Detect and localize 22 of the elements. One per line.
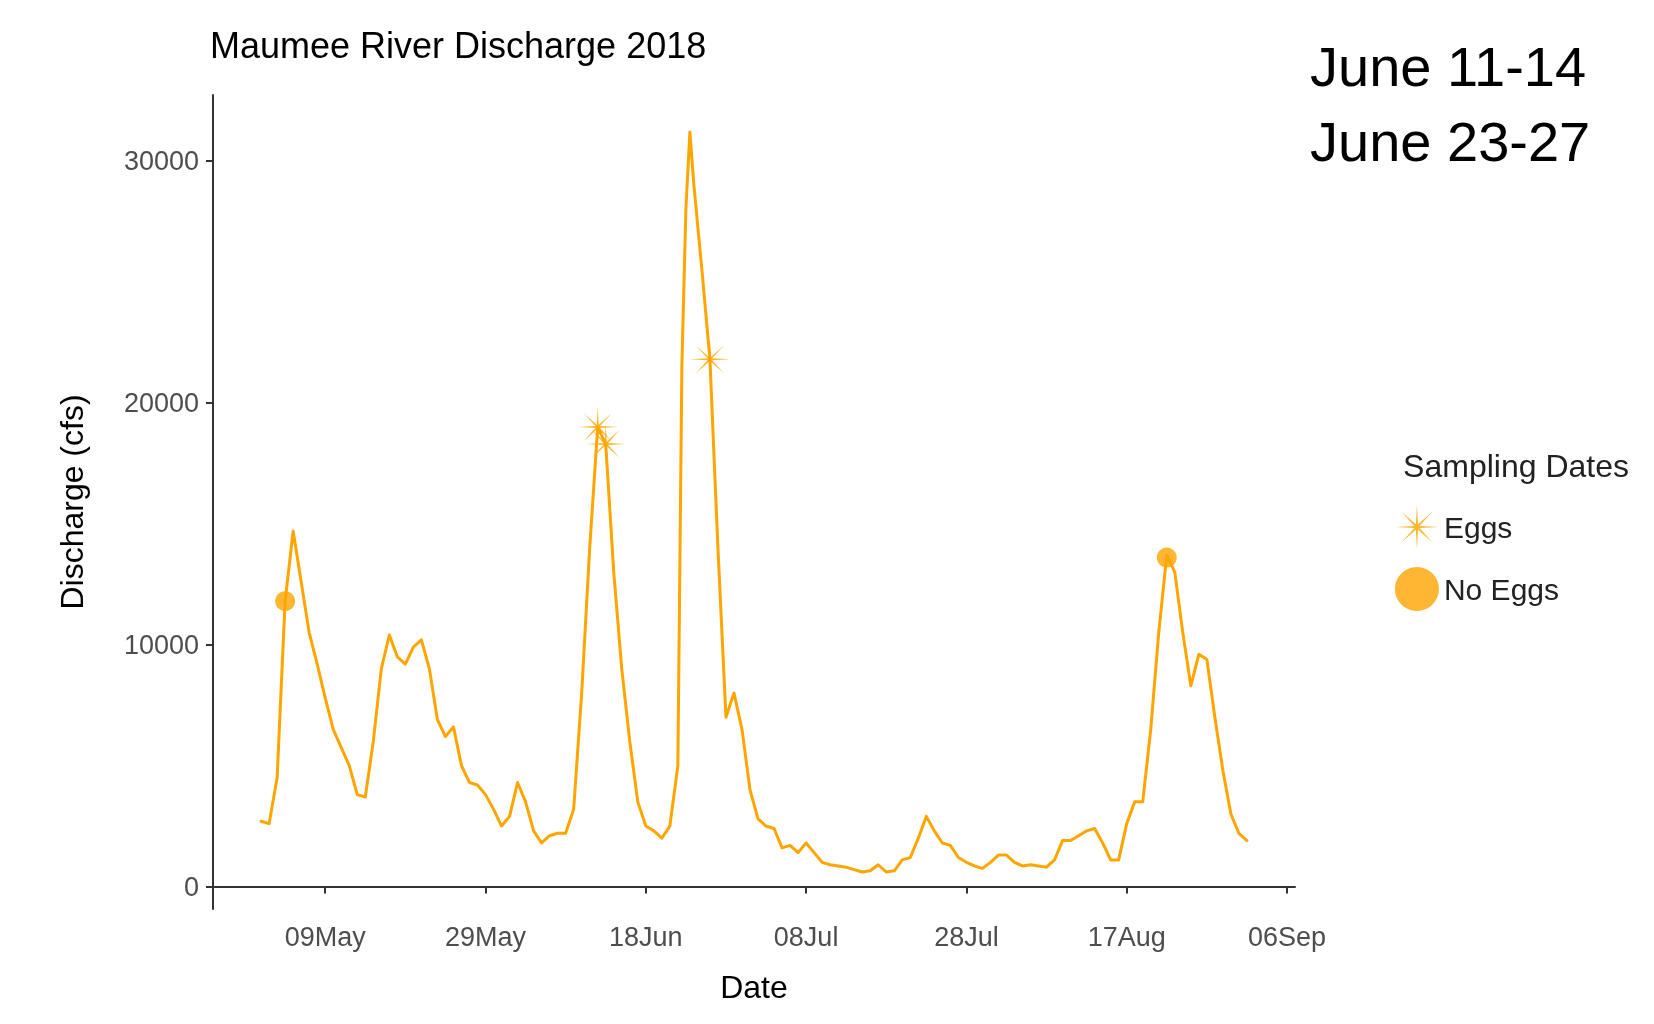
x-axis-title: Date	[720, 969, 788, 1005]
legend-title: Sampling Dates	[1403, 448, 1629, 484]
x-tick-label: 09May	[284, 921, 367, 952]
text: June 11-14	[1310, 34, 1587, 98]
chart-title: Maumee River Discharge 2018	[210, 24, 707, 66]
x-tick-label: 06Sep	[1247, 921, 1327, 952]
x-tick-label: 28Jul	[934, 921, 999, 952]
y-axis-title: Discharge (cfs)	[54, 394, 90, 610]
legend-label: No Eggs	[1443, 572, 1560, 606]
line-series	[259, 130, 1249, 874]
legend-label: Eggs	[1443, 510, 1513, 544]
x-tick-label: 18Jun	[609, 921, 683, 952]
text: June 23-27	[1310, 109, 1591, 173]
y-tick-label: 30000	[123, 146, 199, 177]
x-tick-label: 17Aug	[1087, 921, 1166, 952]
point	[1156, 547, 1177, 568]
x-tick-label: 08Jul	[773, 921, 839, 952]
x-tick-label: 29May	[444, 921, 527, 952]
y-tick-label: 0	[183, 871, 199, 902]
y-tick-label: 20000	[123, 387, 199, 418]
y-tick-label: 10000	[123, 629, 199, 660]
point	[275, 591, 296, 612]
